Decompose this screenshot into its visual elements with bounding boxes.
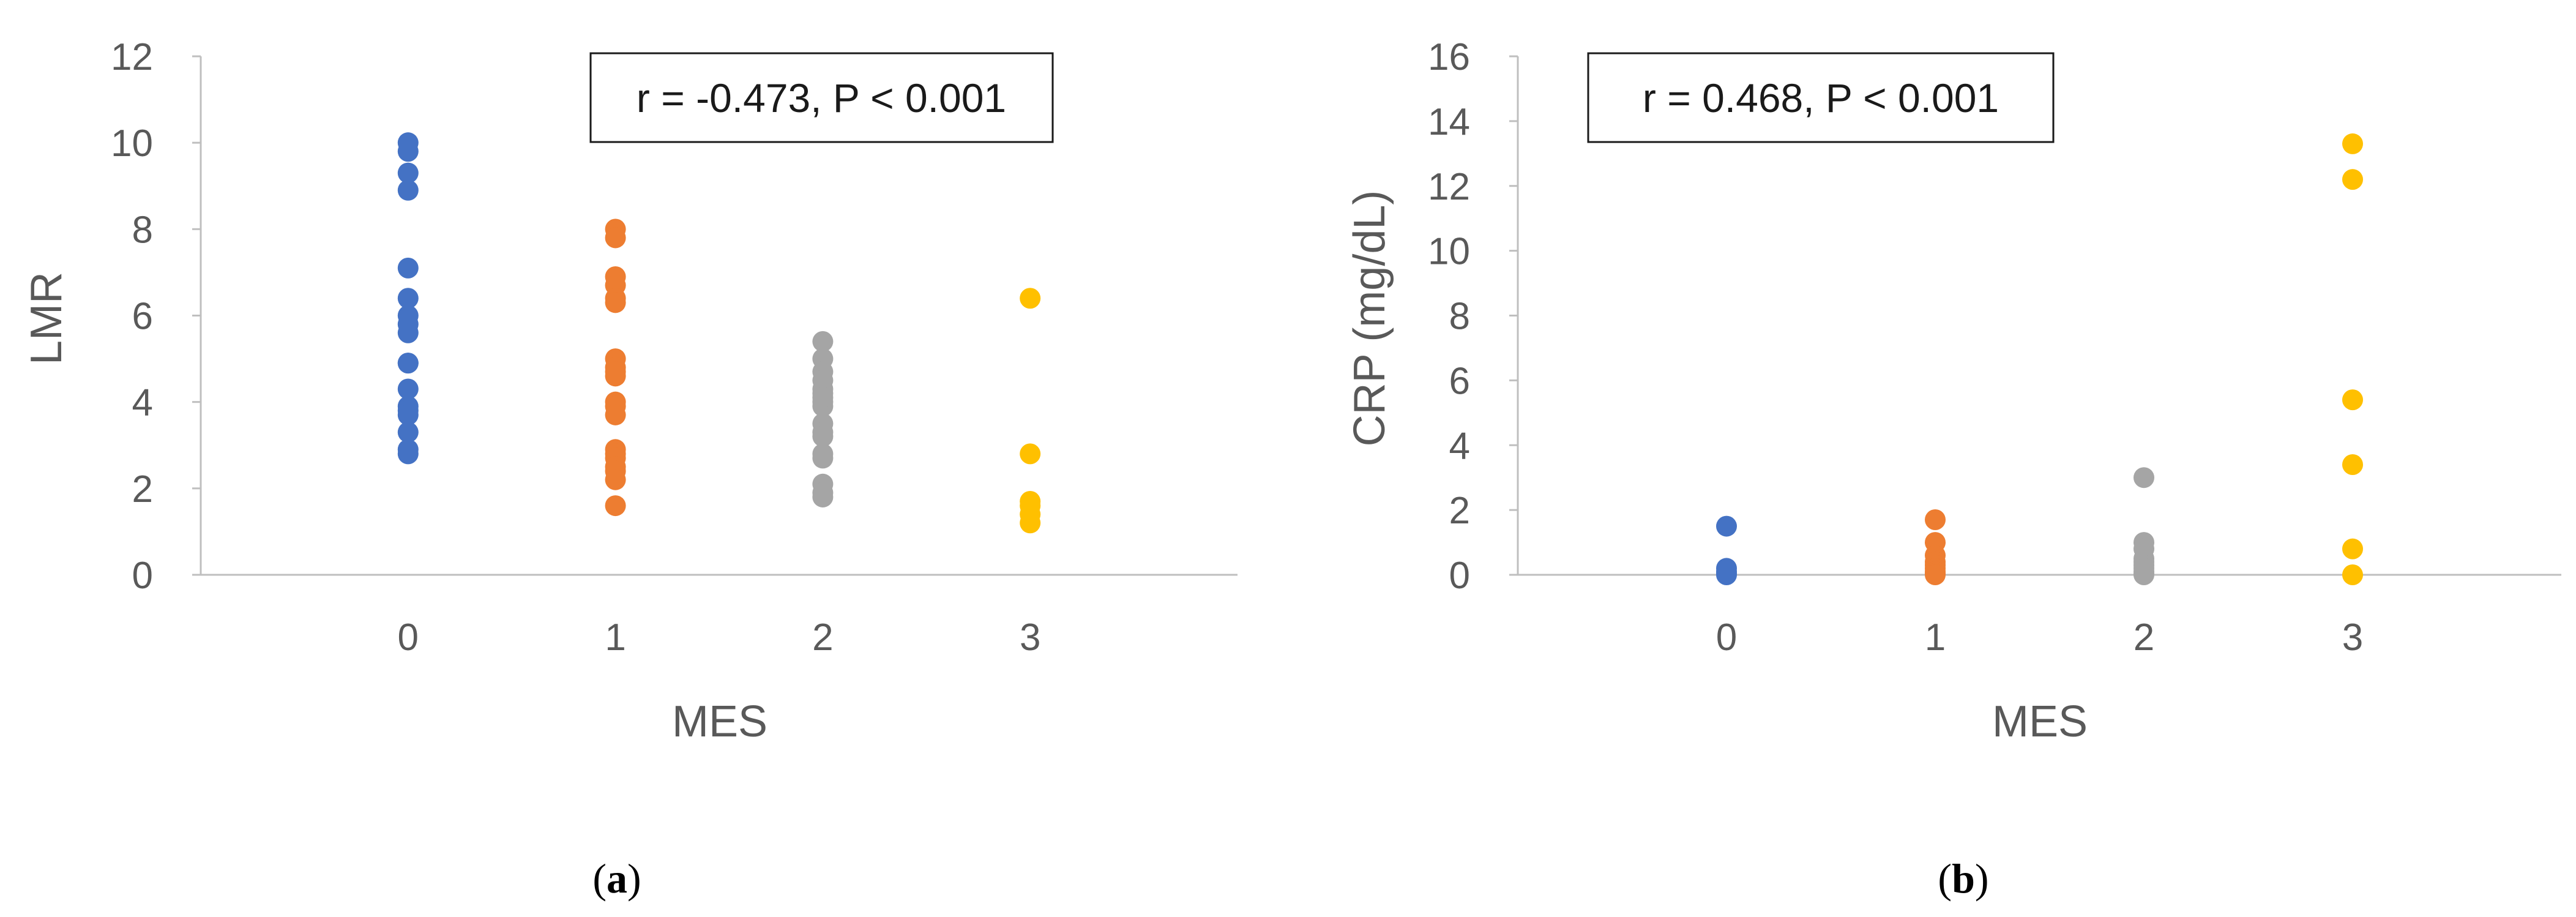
panel-a-series-0-point (397, 179, 419, 201)
panel-a-series-0-point (397, 404, 419, 425)
panel-b-series-3-point (2342, 389, 2363, 411)
panel-b-y-tick-label: 10 (1428, 231, 1470, 273)
panel-a-points (397, 132, 1041, 534)
panel-b-y-tick-label: 14 (1428, 101, 1470, 143)
panel-b-series-1-point (1925, 564, 1946, 585)
panel-a-series-1-point (605, 404, 626, 425)
panel-b-series-1-point (1925, 509, 1946, 531)
panel-b-xlabel: MES (1992, 697, 2088, 746)
panel-a-series-0-point (397, 162, 419, 184)
panel-a-series-3-point (1020, 288, 1041, 309)
panel-a-y-tick-label: 4 (132, 382, 153, 424)
panel-a-series-3-point (1020, 512, 1041, 534)
panel-b-x-tick-label: 0 (1716, 616, 1737, 659)
panel-a-series-1-point (605, 495, 626, 517)
panel-a-series-0-point (397, 141, 419, 162)
panel-b-annotation: r = 0.468, P < 0.001 (1643, 75, 1999, 121)
panel-a-x-tick-label: 1 (605, 616, 625, 659)
panel-b-x-tick-label: 1 (1925, 616, 1946, 659)
panel-a-y-tick-label: 10 (111, 122, 153, 165)
panel-b-y-tick-label: 16 (1428, 36, 1470, 78)
panel-a-series-2-point (812, 331, 834, 352)
panel-a-series-0-point (397, 422, 419, 443)
panel-b-y-tick-label: 6 (1449, 360, 1470, 402)
panel-a-y-tick-label: 8 (132, 209, 153, 251)
panel-a-series-2-point (812, 426, 834, 447)
panel-b-series-0-point (1716, 564, 1737, 585)
panel-a-series-0-point (397, 288, 419, 309)
panel-b-label: (b) (1938, 855, 1988, 902)
panel-a-series-2-point (812, 486, 834, 507)
panel-a-x-tick-label: 3 (1020, 616, 1040, 659)
panel-a-x-tick-label: 0 (398, 616, 419, 659)
panel-a-annotation-box (589, 52, 1054, 143)
panel-a-y-tick-label: 2 (132, 468, 153, 511)
panel-a-series-1-point (605, 227, 626, 249)
panel-b-x-tick-label: 3 (2342, 616, 2363, 659)
panel-a-label-letter: a (607, 855, 627, 902)
panel-a-series-0-point (397, 378, 419, 400)
panel-b-series-2-point (2134, 467, 2154, 488)
panel-a-series-0-point (397, 443, 419, 465)
panel-b-annotation-box (1587, 52, 2055, 143)
panel-b-chart: CRP (mg/dL) MES r = 0.468, P < 0.001 0 2 4… (1345, 36, 2561, 902)
panel-a-annotation: r = -0.473, P < 0.001 (637, 75, 1006, 121)
panel-b-series-2-point (2134, 564, 2154, 585)
panel-b-series-3-point (2342, 538, 2363, 560)
panel-b-y-tick-label: 8 (1449, 296, 1470, 338)
panel-b-x-tick-label: 2 (2134, 616, 2154, 659)
panel-a-series-2-point (812, 387, 834, 408)
panel-b-series-3-point (2342, 169, 2363, 190)
panel-a-series-1-point (605, 469, 626, 490)
panel-b-series-3-point (2342, 564, 2363, 585)
panel-b-label-letter: b (1952, 855, 1975, 902)
panel-a-label: (a) (592, 855, 641, 902)
panel-b-ylabel: CRP (mg/dL) (1345, 190, 1394, 447)
panel-b-y-tick-label: 0 (1449, 555, 1470, 597)
panel-a-series-0-point (397, 257, 419, 279)
panel-a-chart: LMR MES r = -0.473, P < 0.001 0246810120… (22, 36, 1238, 902)
panel-a-y-tick-label: 6 (132, 296, 153, 338)
panel-a-xlabel: MES (672, 697, 767, 746)
panel-b-points (1716, 133, 2363, 585)
panel-a-series-1-point (605, 361, 626, 383)
panel-a-y-tick-label: 12 (111, 36, 153, 78)
panel-a-ylabel: LMR (22, 272, 71, 365)
panel-a-series-0-point (397, 353, 419, 374)
panel-b-y-tick-label: 12 (1428, 166, 1470, 208)
panel-a-series-1-point (605, 292, 626, 313)
panel-b-series-3-point (2342, 133, 2363, 154)
panel-a-y-tick-label: 0 (132, 555, 153, 597)
panel-a-x-tick-label: 2 (812, 616, 833, 659)
panel-a-series-3-point (1020, 443, 1041, 465)
panel-b-series-0-point (1716, 515, 1737, 537)
panel-a-series-2-point (812, 447, 834, 469)
panel-b-y-tick-label: 2 (1449, 490, 1470, 532)
panel-a-series-0-point (397, 322, 419, 343)
panel-b-series-3-point (2342, 454, 2363, 476)
panel-b-y-tick-label: 4 (1449, 425, 1470, 467)
